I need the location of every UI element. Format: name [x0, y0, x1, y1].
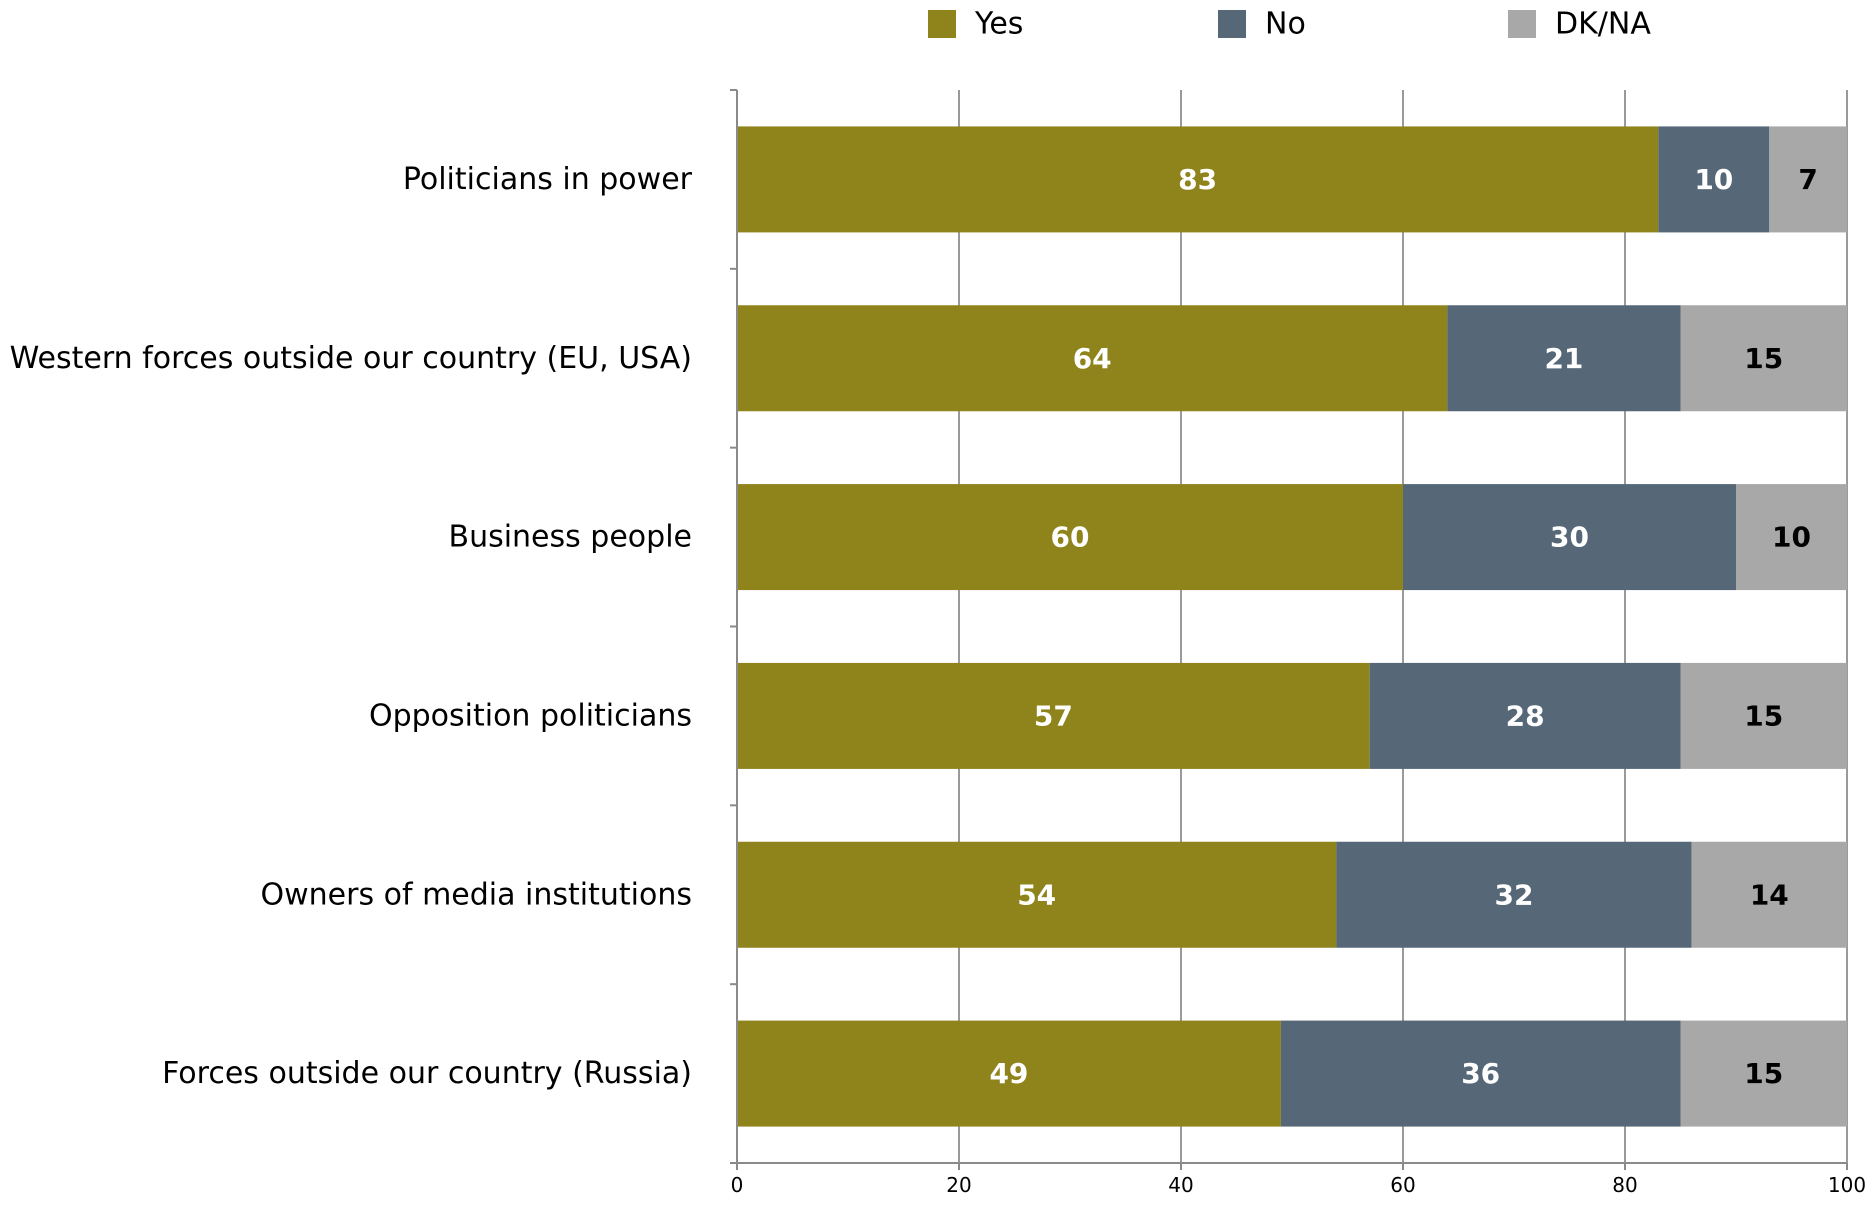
data-label-no-opposition-politicians: 28 [1506, 699, 1545, 732]
category-label-business-people: Business people [448, 520, 692, 555]
legend-label-yes: Yes [974, 7, 1023, 42]
category-labels: Politicians in power Western forces outsi… [10, 162, 693, 1091]
data-label-dk-na-forces-outside-our-country-russia: 15 [1744, 1057, 1783, 1090]
x-tick-label-60: 60 [1390, 1173, 1415, 1197]
legend-swatch-dk-na [1508, 10, 1536, 38]
data-label-yes-politicians-in-power: 83 [1178, 163, 1217, 196]
bar-no-forces-outside-our-country-russia [1280, 1020, 1681, 1127]
bar-dk-na-politicians-in-power [1769, 126, 1847, 233]
x-tick-label-0: 0 [731, 1173, 744, 1197]
data-label-yes-owners-of-media-institutions: 54 [1017, 878, 1056, 911]
bar-yes-politicians-in-power [737, 126, 1659, 233]
data-label-no-politicians-in-power: 10 [1694, 163, 1733, 196]
category-label-owners-of-media-institutions: Owners of media institutions [261, 877, 693, 912]
x-tick-label-20: 20 [946, 1173, 971, 1197]
data-label-dk-na-business-people: 10 [1772, 521, 1811, 554]
bar-dk-na-business-people [1736, 484, 1847, 591]
category-label-opposition-politicians: Opposition politicians [369, 698, 692, 733]
bar-no-opposition-politicians [1369, 662, 1681, 769]
legend-label-no: No [1265, 7, 1306, 42]
data-label-yes-western-forces-outside-our-country-eu-usa: 64 [1073, 342, 1112, 375]
gridlines [958, 90, 1848, 1163]
bar-no-western-forces-outside-our-country-eu-usa [1447, 305, 1681, 412]
bar-yes-western-forces-outside-our-country-eu-usa [737, 305, 1448, 412]
legend: Yes No DK/NA [928, 7, 1651, 42]
legend-swatch-no [1218, 10, 1246, 38]
category-label-politicians-in-power: Politicians in power [403, 162, 693, 197]
category-label-forces-outside-our-country-russia: Forces outside our country (Russia) [162, 1056, 692, 1091]
bar-dk-na-forces-outside-our-country-russia [1680, 1020, 1847, 1127]
bar-yes-owners-of-media-institutions [737, 841, 1337, 948]
data-label-dk-na-western-forces-outside-our-country-eu-usa: 15 [1744, 342, 1783, 375]
bar-yes-business-people [737, 484, 1403, 591]
bar-no-politicians-in-power [1658, 126, 1770, 233]
bar-no-owners-of-media-institutions [1336, 841, 1692, 948]
bar-dk-na-owners-of-media-institutions [1691, 841, 1847, 948]
data-label-dk-na-opposition-politicians: 15 [1744, 699, 1783, 732]
data-label-yes-opposition-politicians: 57 [1034, 699, 1073, 732]
category-label-western-forces-outside-our-country-eu-usa: Western forces outside our country (EU, … [10, 341, 692, 376]
axes: 0 20 40 60 80 100 [730, 89, 1866, 1197]
data-label-no-forces-outside-our-country-russia: 36 [1461, 1057, 1500, 1090]
x-tick-label-100: 100 [1828, 1173, 1866, 1197]
legend-swatch-yes [928, 10, 956, 38]
data-label-yes-business-people: 60 [1051, 521, 1090, 554]
bar-dk-na-opposition-politicians [1680, 662, 1847, 769]
bar-no-business-people [1403, 484, 1736, 591]
x-tick-label-80: 80 [1612, 1173, 1637, 1197]
bar-yes-forces-outside-our-country-russia [737, 1020, 1281, 1127]
bar-yes-opposition-politicians [737, 662, 1370, 769]
bar-dk-na-western-forces-outside-our-country-eu-usa [1680, 305, 1847, 412]
data-label-dk-na-owners-of-media-institutions: 14 [1750, 878, 1789, 911]
data-label-yes-forces-outside-our-country-russia: 49 [989, 1057, 1028, 1090]
data-label-dk-na-politicians-in-power: 7 [1798, 163, 1817, 196]
data-label-no-western-forces-outside-our-country-eu-usa: 21 [1544, 342, 1583, 375]
data-label-no-owners-of-media-institutions: 32 [1495, 878, 1534, 911]
data-label-no-business-people: 30 [1550, 521, 1589, 554]
legend-label-dk-na: DK/NA [1555, 7, 1651, 42]
x-tick-label-40: 40 [1168, 1173, 1193, 1197]
